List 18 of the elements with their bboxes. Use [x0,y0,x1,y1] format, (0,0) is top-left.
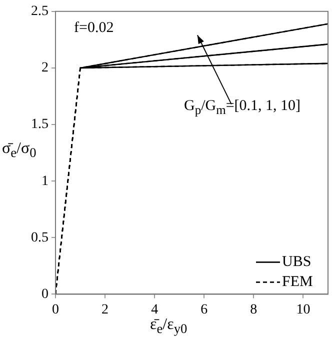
x-tick-label: 0 [52,302,59,318]
annotation: G$_{p}$/G$_{m}$=[0.1, 1, 10] [184,98,301,118]
x-axis-title: ε̄$_{e}$/ε$_{y0}$ [150,316,188,338]
y-axis-title: σ̄$_{e}$/σ$_{0}$ [2,140,36,162]
y-tick-label: 1.5 [31,117,48,132]
y-tick-label: 2 [42,60,48,76]
legend-label: FEM [282,274,313,290]
x-tick-label: 6 [200,302,208,318]
legend-label: UBS [282,254,312,270]
y-tick-label: 0 [42,286,48,302]
x-tick-label: 10 [296,302,310,318]
y-tick-label: 2.5 [31,4,48,20]
x-tick-label: 4 [151,302,158,318]
y-tick-label: 1 [42,174,48,189]
y-tick-label: 0.5 [31,230,48,246]
x-tick-label: 8 [250,302,258,318]
annotation: f=0.02 [74,20,114,37]
x-tick-label: 2 [102,302,109,318]
